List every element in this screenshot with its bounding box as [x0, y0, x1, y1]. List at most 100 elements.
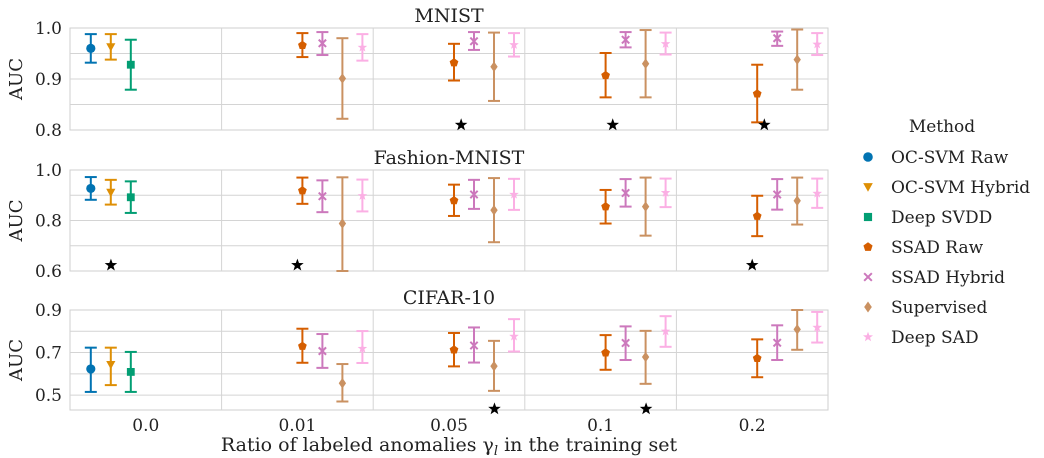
data-point: [469, 341, 479, 350]
data-point-stroke-b: [621, 188, 630, 198]
data-point-stroke-b: [318, 346, 327, 356]
data-point: [509, 331, 519, 341]
legend-marker-star-icon: [862, 331, 874, 342]
series-deep-svdd: [124, 180, 137, 214]
data-point: [126, 368, 135, 376]
series-deep-sad: [356, 177, 824, 213]
legend-marker-x-icon-stroke-b: [863, 272, 873, 282]
x-axis: 0.0 0.01 0.05 0.1 0.2 Ratio of labeled anomal…: [132, 416, 765, 458]
series-ssad-hybrid: [316, 30, 784, 57]
data-point: [449, 58, 459, 67]
series-deep-svdd: [124, 350, 137, 393]
series-oc-svm-raw: [84, 346, 97, 393]
legend-marker-diamond-icon: [864, 301, 872, 313]
panel-frame: [69, 309, 829, 411]
panel-fashion-mnist: 0.6 0.8 1.0 AUC Fashion-MNIST: [6, 147, 829, 282]
data-point-stroke-b: [318, 38, 327, 48]
legend-title: Method: [909, 117, 975, 137]
data-point: [641, 201, 650, 212]
data-point: [752, 211, 762, 220]
data-point: [298, 341, 307, 350]
legend-label: Supervised: [891, 298, 987, 318]
data-point: [469, 190, 479, 199]
data-point: [449, 195, 459, 205]
panels: 0.8 0.9 1.0 AUC MNIST 0.6 0.8 1.0 AUC Fashion-MNI…: [6, 5, 829, 415]
x-tick-label: 0.01: [278, 416, 316, 436]
best-method-star-icon: [639, 402, 653, 415]
data-point: [660, 326, 671, 336]
legend-item: Deep SAD: [862, 328, 979, 348]
data-point: [601, 348, 610, 357]
data-point: [752, 89, 762, 98]
data-point: [126, 60, 135, 69]
series-oc-svm-hybrid: [104, 33, 117, 61]
x-tick-label: 0.05: [430, 416, 468, 436]
data-point: [449, 345, 459, 354]
panel-cifar-10: 0.5 0.7 0.9 AUC CIFAR-10: [6, 287, 829, 415]
series-ssad-hybrid: [316, 178, 784, 214]
data-point-stroke-b: [318, 191, 327, 201]
data-point-stroke-b: [772, 190, 782, 199]
data-point: [812, 39, 823, 49]
data-point: [621, 35, 630, 45]
series-supervised: [336, 309, 804, 403]
legend-label: Deep SVDD: [891, 208, 992, 228]
series-oc-svm-raw: [84, 33, 97, 64]
data-point-stroke-b: [621, 338, 630, 348]
data-point: [318, 346, 327, 356]
data-point-stroke-b: [621, 35, 630, 45]
data-point: [641, 58, 650, 69]
x-axis-label-subscript: l: [494, 444, 498, 458]
x-axis-label: Ratio of labeled anomalies γl in the tra…: [221, 434, 678, 458]
data-point: [126, 193, 135, 202]
data-point: [772, 190, 782, 199]
panel-title: MNIST: [414, 5, 484, 27]
data-point: [338, 377, 347, 389]
series-supervised: [336, 28, 804, 120]
data-point: [86, 43, 96, 54]
legend-item: OC-SVM Raw: [863, 148, 1009, 168]
data-point: [509, 39, 519, 49]
best-method-star-icon: [488, 402, 501, 415]
y-tick-label: 0.9: [35, 301, 62, 321]
legend-label: SSAD Hybrid: [891, 268, 1005, 288]
data-point: [298, 186, 307, 195]
x-axis-label-main: Ratio of labeled anomalies γ: [221, 434, 494, 456]
data-point: [641, 351, 650, 363]
x-axis-label-suffix: in the training set: [498, 434, 677, 456]
data-point: [812, 188, 823, 198]
x-tick-label: 0.2: [739, 416, 766, 436]
data-point-stroke-b: [772, 338, 782, 348]
data-point: [357, 190, 368, 200]
legend-marker-circle-icon: [863, 152, 873, 162]
y-axis-label: AUC: [6, 339, 27, 382]
data-point: [338, 218, 347, 229]
panel-mnist: 0.8 0.9 1.0 AUC MNIST: [6, 5, 829, 141]
y-tick-label: 0.5: [35, 386, 62, 406]
x-tick-label: 0.1: [587, 416, 614, 436]
y-tick-label: 0.8: [35, 121, 62, 141]
series-ssad-hybrid: [316, 324, 784, 369]
data-point: [621, 188, 630, 198]
series-oc-svm-hybrid: [104, 346, 117, 387]
legend-marker-pentagon-icon: [863, 242, 873, 251]
y-tick-label: 0.8: [35, 212, 62, 232]
legend: Method OC-SVM Raw OC-SVM Hybrid Deep SVDD SS…: [862, 117, 1030, 348]
data-point: [86, 364, 96, 374]
y-tick-label: 0.6: [35, 262, 62, 282]
data-point: [752, 353, 762, 363]
data-point: [772, 33, 782, 43]
legend-marker-square-icon: [863, 212, 873, 222]
data-point: [106, 361, 116, 370]
data-point: [106, 43, 116, 52]
panel-title: CIFAR-10: [403, 287, 495, 309]
y-axis-label: AUC: [6, 200, 27, 243]
data-point: [793, 195, 801, 207]
y-tick-label: 0.7: [35, 344, 62, 364]
data-point: [338, 73, 347, 84]
best-method-star-icon: [104, 258, 118, 271]
data-point: [509, 189, 519, 199]
y-tick-label: 1.0: [35, 161, 62, 181]
best-method-star-icon: [291, 258, 304, 271]
